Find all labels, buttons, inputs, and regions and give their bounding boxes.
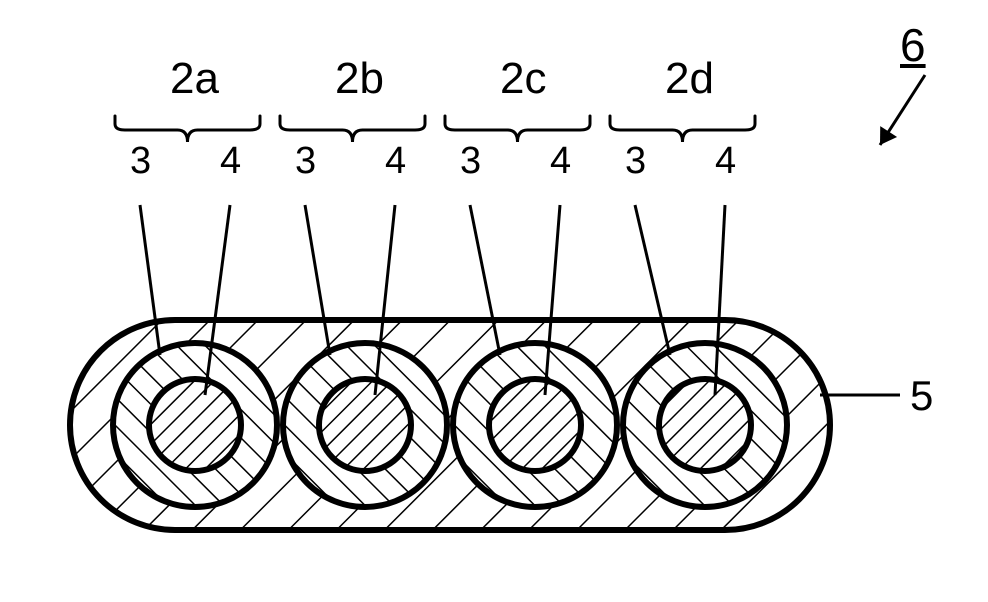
sub-label-5-text: 4 [550,140,571,182]
sub-label-1: 4 [220,140,241,183]
sub-label-0: 3 [130,140,151,183]
group-label-3-text: 2d [665,54,714,103]
label-topright-text: 6 [900,19,926,71]
group-label-1-text: 2b [335,54,384,103]
sub-label-4-text: 3 [460,140,481,182]
group-label-2: 2c [500,54,546,104]
label-topright: 6 [900,18,926,72]
sub-label-0-text: 3 [130,140,151,182]
group-label-2-text: 2c [500,54,546,103]
label-right-side: 5 [910,372,933,420]
sub-label-2-text: 3 [295,140,316,182]
group-label-0: 2a [170,54,219,104]
sub-label-3-text: 4 [385,140,406,182]
brace-0 [115,116,260,142]
group-label-3: 2d [665,54,714,104]
diagram-svg [0,0,988,602]
sub-label-4: 3 [460,140,481,183]
sub-label-1-text: 4 [220,140,241,182]
sub-label-7-text: 4 [715,140,736,182]
sub-label-5: 4 [550,140,571,183]
label-right-side-text: 5 [910,372,933,419]
sub-label-3: 4 [385,140,406,183]
sub-label-6: 3 [625,140,646,183]
figure-stage: 6 5 2a 2b 2c 2d 3 4 3 4 3 4 3 4 [0,0,988,602]
sub-label-6-text: 3 [625,140,646,182]
group-label-0-text: 2a [170,54,219,103]
sub-label-2: 3 [295,140,316,183]
group-label-1: 2b [335,54,384,104]
sub-label-7: 4 [715,140,736,183]
brace-1 [280,116,425,142]
brace-3 [610,116,755,142]
brace-2 [445,116,590,142]
